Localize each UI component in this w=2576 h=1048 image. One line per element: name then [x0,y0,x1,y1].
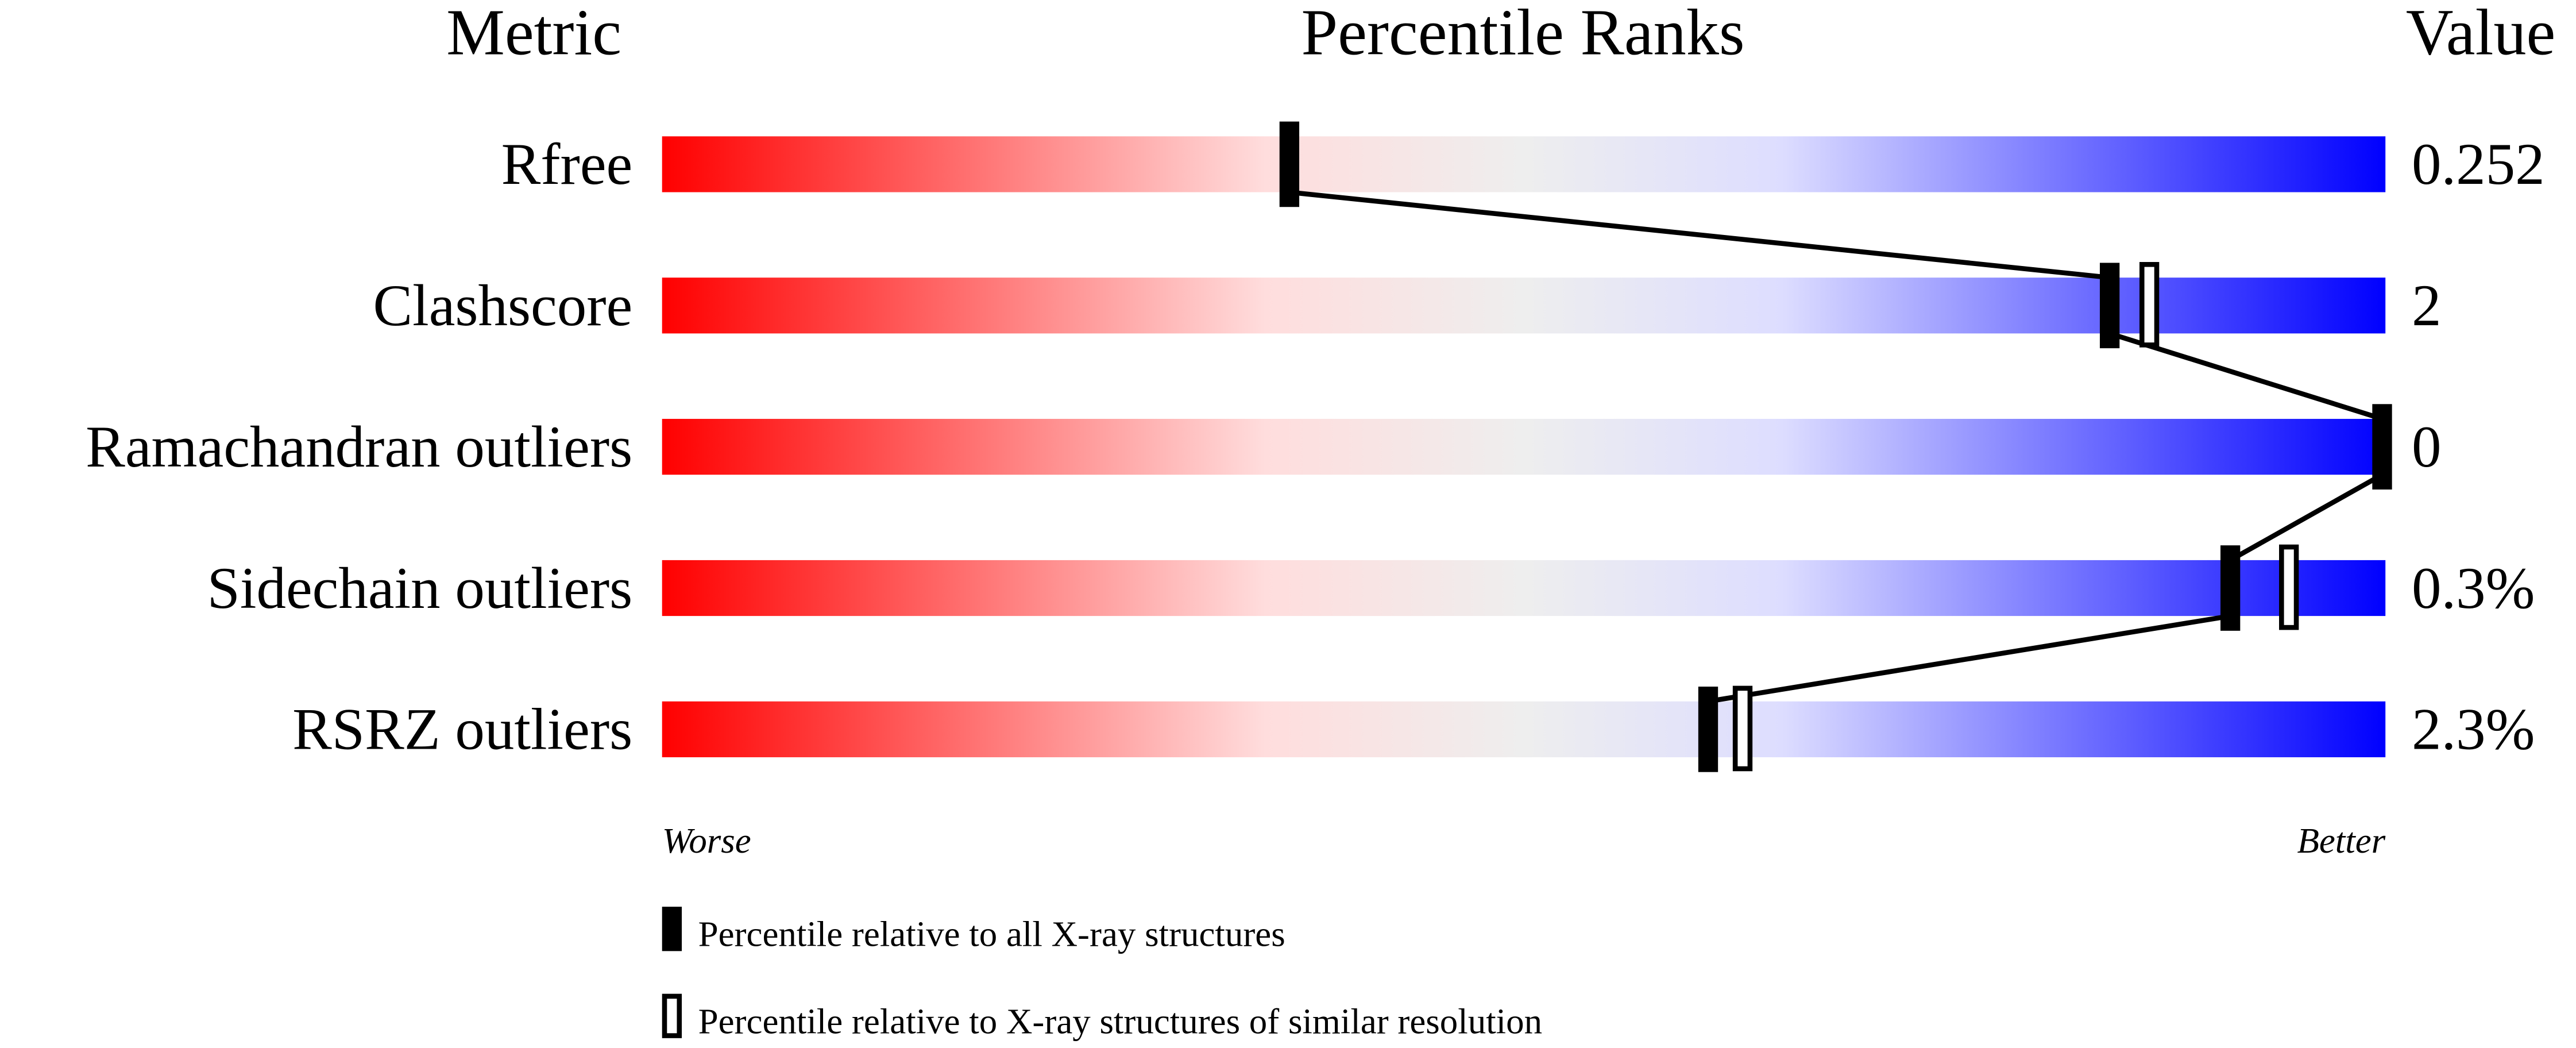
header-metric: Metric [446,0,621,68]
axis-label-worse: Worse [662,820,751,861]
metric-value: 2.3% [2412,697,2535,762]
percentile-bar [662,278,2386,334]
metric-value: 0.252 [2412,132,2545,197]
connector-line [2229,472,2384,562]
metric-label: Ramachandran outliers [86,414,632,480]
marker-similar-resolution [2279,544,2299,630]
marker-similar-resolution [2139,262,2160,348]
metric-value: 0 [2412,414,2441,480]
legend-label-similar: Percentile relative to X-ray structures … [698,1001,1542,1041]
metric-label: Rfree [501,132,633,197]
legend-label-all: Percentile relative to all X-ray structu… [698,914,1285,954]
marker-all-structures [2099,263,2120,349]
metric-label: Clashscore [373,273,632,338]
header-value: Value [2406,0,2555,68]
percentile-bar [662,136,2386,192]
marker-all-structures [1698,687,1718,772]
axis-label-better: Better [2297,820,2385,861]
connector-line [2108,331,2383,422]
percentile-bar [662,560,2386,617]
marker-similar-resolution [1732,685,1753,772]
marker-all-structures [2220,545,2241,631]
metric-value: 0.3% [2412,556,2535,621]
connector-line [1708,613,2231,704]
percentile-bar [662,419,2386,475]
header-percentile-ranks: Percentile Ranks [1301,0,1745,68]
connector-line [1289,190,2110,280]
metric-value: 2 [2412,273,2441,338]
legend-open-marker [662,993,682,1038]
marker-all-structures [1279,121,1300,207]
metric-label: Sidechain outliers [207,556,633,621]
metric-label: RSRZ outliers [292,697,632,762]
marker-all-structures [2372,404,2392,490]
legend-filled-marker [662,907,682,951]
percentile-bar [662,701,2386,757]
